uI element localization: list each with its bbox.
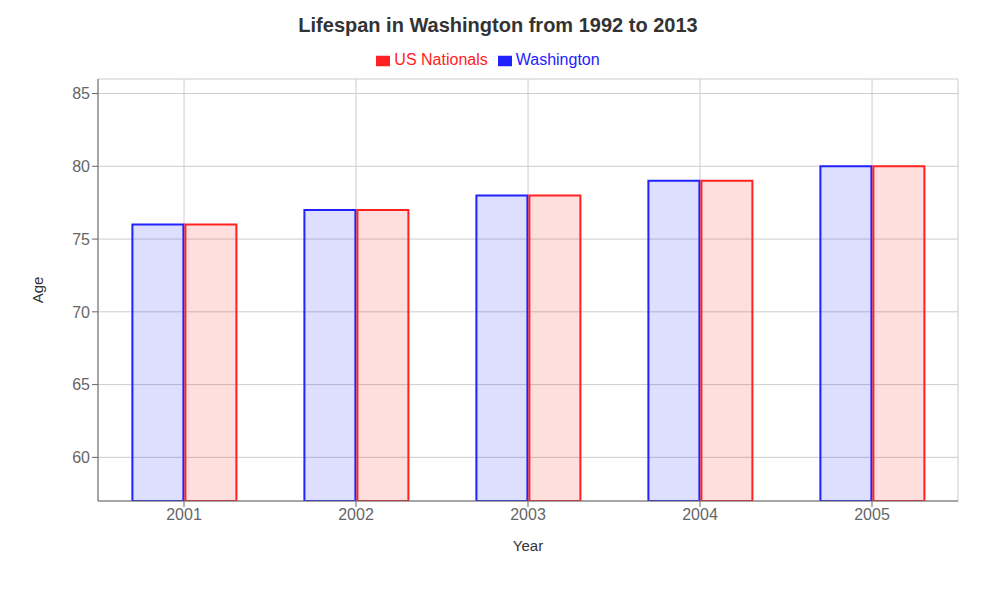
- svg-text:75: 75: [72, 231, 90, 248]
- html-text:US Nationals: US Nationals: [394, 51, 488, 68]
- svg-text:2005: 2005: [854, 506, 890, 523]
- svg-text:65: 65: [72, 376, 90, 393]
- svg-text:Year: Year: [513, 537, 543, 554]
- svg-text:2003: 2003: [510, 506, 546, 523]
- svg-text:2004: 2004: [682, 506, 718, 523]
- svg-text:80: 80: [72, 158, 90, 175]
- svg-text:85: 85: [72, 85, 90, 102]
- html-text:Lifespan in Washington from 19: Lifespan in Washington from 1992 to 2013: [298, 14, 698, 36]
- svg-text:2002: 2002: [338, 506, 374, 523]
- svg-text:70: 70: [72, 304, 90, 321]
- svg-text:60: 60: [72, 449, 90, 466]
- svg-text:2001: 2001: [166, 506, 202, 523]
- svg-text:Age: Age: [29, 277, 46, 304]
- html-text:Washington: Washington: [515, 51, 600, 68]
